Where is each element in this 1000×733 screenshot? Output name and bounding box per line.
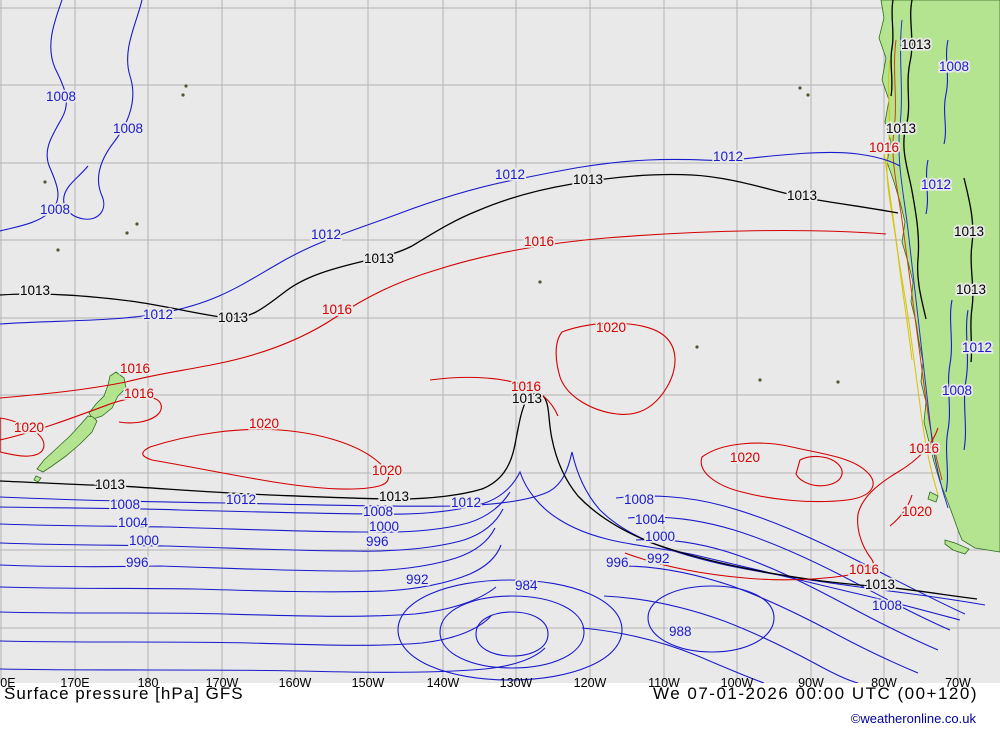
pressure-label: 1008 (363, 504, 393, 519)
pressure-map-canvas: 1008 1008 1008 1012 1012 1012 1012 1008 1012 1012… (0, 0, 1000, 683)
pressure-label: 1012 (495, 167, 525, 182)
pressure-label: 1012 (226, 492, 256, 507)
pressure-label: 1013 (954, 224, 984, 239)
pressure-label: 988 (669, 624, 692, 639)
copyright-link[interactable]: ©weatheronline.co.uk (850, 711, 976, 726)
chart-title: Surface pressure [hPa] GFS (4, 684, 244, 703)
isobar-label-layer: 1008 1008 1008 1012 1012 1012 1012 1008 1012 1012… (12, 35, 994, 641)
pressure-label: 1012 (451, 495, 481, 510)
pressure-label: 1013 (573, 172, 603, 187)
lat-lon-grid (0, 0, 1000, 683)
pressure-label: 1008 (40, 202, 70, 217)
pressure-label: 1000 (369, 519, 399, 534)
pressure-label: 1013 (95, 477, 125, 492)
pressure-label: 1008 (872, 598, 902, 613)
pressure-label: 1000 (645, 529, 675, 544)
pressure-label: 1008 (46, 89, 76, 104)
stewart-island (33, 475, 42, 483)
pressure-label: 996 (366, 534, 389, 549)
pressure-label: 1020 (902, 504, 932, 519)
pressure-label: 996 (126, 555, 149, 570)
pressure-label: 1020 (596, 320, 626, 335)
pressure-label: 1012 (311, 227, 341, 242)
pressure-label: 1008 (113, 121, 143, 136)
isobar-layer (0, 0, 986, 683)
pressure-label: 1013 (379, 489, 409, 504)
pressure-label: 1004 (635, 512, 666, 527)
pressure-label: 1020 (249, 416, 279, 431)
pressure-label: 1013 (956, 282, 986, 297)
ocean-background (0, 0, 1000, 683)
pressure-label: 1020 (372, 463, 402, 478)
pressure-label: 1008 (939, 59, 969, 74)
nz-south-island (36, 415, 98, 473)
pressure-label: 1013 (901, 37, 931, 52)
pressure-label: 1013 (218, 310, 248, 325)
pressure-label: 992 (406, 572, 429, 587)
tierra-del-fuego (944, 539, 970, 555)
pressure-label: 1013 (364, 251, 394, 266)
pressure-label: 1016 (120, 361, 150, 376)
pressure-label: 1013 (886, 121, 916, 136)
pressure-label: 1013 (787, 188, 817, 203)
pressure-label: 1020 (730, 450, 760, 465)
pressure-label: 1013 (512, 391, 542, 406)
pressure-label: 1013 (20, 283, 50, 298)
pressure-label: 1008 (110, 497, 140, 512)
pressure-label: 1008 (942, 383, 972, 398)
valid-time-label: We 07-01-2026 00:00 UTC (00+120) (652, 684, 978, 703)
pressure-label: 1013 (865, 577, 895, 592)
pressure-label: 1004 (118, 515, 149, 530)
pressure-label: 1016 (322, 302, 352, 317)
pressure-label: 1016 (869, 140, 899, 155)
pressure-label: 1008 (624, 492, 654, 507)
pressure-label: 1012 (921, 177, 951, 192)
pressure-label: 1020 (14, 420, 44, 435)
small-islands-layer (43, 84, 840, 384)
pressure-label: 984 (515, 578, 538, 593)
pressure-label: 1000 (129, 533, 159, 548)
pressure-label: 1012 (143, 307, 173, 322)
pressure-label: 1016 (524, 234, 554, 249)
pressure-label: 996 (606, 555, 629, 570)
pressure-label: 1016 (909, 441, 939, 456)
pressure-label: 1016 (124, 386, 154, 401)
pressure-label: 1012 (962, 340, 992, 355)
coastal-island (927, 491, 939, 503)
pressure-label: 992 (647, 551, 670, 566)
pressure-label: 1016 (849, 562, 879, 577)
pressure-label: 1012 (713, 149, 743, 164)
pressure-label: 1016 (511, 379, 541, 394)
